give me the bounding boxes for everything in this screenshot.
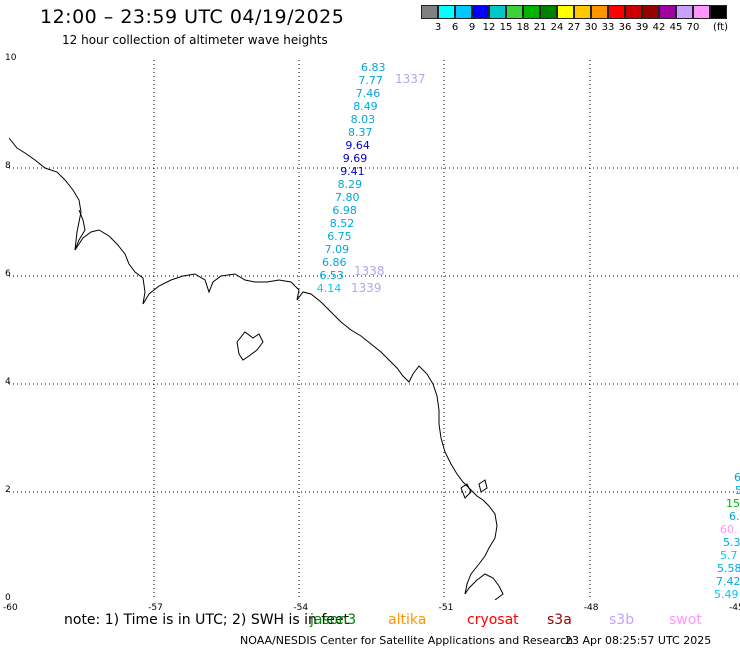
- map-gridlines: [9, 60, 740, 600]
- legend-tick-label: 3: [434, 22, 442, 33]
- footer-credit: NOAA/NESDIS Center for Satellite Applica…: [240, 634, 574, 647]
- coastline: [9, 137, 504, 600]
- legend-tick-label: 70: [686, 22, 700, 33]
- pass-number-label: 1338: [354, 264, 385, 278]
- legend-swatch: [642, 5, 659, 19]
- legend-tick-label: 27: [567, 22, 581, 33]
- swh-value-label: 8.37: [348, 126, 373, 139]
- legend-tick-label: 9: [468, 22, 476, 33]
- y-axis-tick-label: 2: [5, 485, 11, 495]
- x-axis-tick-label: -51: [438, 603, 454, 613]
- footer-note: note: 1) Time is in UTC; 2) SWH is in fe…: [64, 612, 350, 628]
- edge-swh-value-label: 5.49: [714, 588, 739, 601]
- legend-tick-label: 45: [669, 22, 683, 33]
- river-mouth: [74, 209, 86, 251]
- legend-swatch: [625, 5, 642, 19]
- legend-swatch: [438, 5, 455, 19]
- x-axis-tick-label: -60: [3, 603, 18, 613]
- swh-value-label: 9.69: [342, 152, 368, 165]
- legend-swatch: [608, 5, 625, 19]
- y-axis-tick-label: 10: [5, 53, 17, 63]
- satellite-key-cryosat: cryosat: [467, 612, 519, 628]
- legend-swatch: [455, 5, 472, 19]
- swh-value-label: 7.46: [355, 87, 381, 100]
- swh-value-label: 6.83: [361, 61, 386, 74]
- legend-swatch: [489, 5, 506, 19]
- legend-swatch: [693, 5, 710, 19]
- legend-swatch: [574, 5, 591, 19]
- legend-tick-label: 42: [652, 22, 666, 33]
- satellite-key-jason3: jason3: [310, 612, 357, 628]
- legend-tick-label: 39: [635, 22, 649, 33]
- satellite-key-s3a: s3a: [547, 612, 572, 628]
- edge-swh-value-label: 5: [735, 484, 740, 497]
- swh-value-label: 8.49: [353, 100, 378, 113]
- legend-swatch: [659, 5, 676, 19]
- edge-swh-value-label: 5.3: [723, 536, 740, 549]
- legend-swatch: [421, 5, 438, 19]
- swh-value-label: 8.29: [337, 178, 363, 191]
- swh-value-label: 8.03: [350, 113, 376, 126]
- legend-tick-label: 30: [584, 22, 598, 33]
- swh-value-label: 7.77: [358, 74, 383, 87]
- legend-tick-label: 24: [550, 22, 564, 33]
- edge-swh-value-label: 6.: [729, 510, 740, 523]
- legend-tick-label: 15: [499, 22, 513, 33]
- edge-swh-value-label: 5.7: [720, 549, 738, 562]
- x-axis-tick-label: -45: [729, 603, 740, 613]
- legend-tick-label: 18: [516, 22, 530, 33]
- x-axis-tick-label: -57: [148, 603, 163, 613]
- legend-unit: (ft): [713, 22, 729, 33]
- map-subtitle: 12 hour collection of altimeter wave hei…: [62, 33, 328, 47]
- legend-swatch: [591, 5, 608, 19]
- edge-swh-value-label: 7.42: [716, 575, 740, 588]
- x-axis-tick-label: -54: [293, 603, 309, 613]
- pass-number-label: 1337: [395, 72, 426, 86]
- swh-value-label: 6.98: [332, 204, 357, 217]
- y-axis-tick-label: 6: [5, 269, 11, 279]
- color-scale-legend: 3 6 9 12 15 18 21 24 27 30 33 36 39 42 45 70: [421, 5, 730, 33]
- satellite-key-altika: altika: [388, 612, 427, 628]
- legend-swatch: [557, 5, 574, 19]
- legend-swatch: [540, 5, 557, 19]
- x-axis-tick-label: -48: [583, 603, 599, 613]
- islands: [460, 479, 488, 499]
- legend-swatch: [523, 5, 540, 19]
- inland-lake: [236, 331, 264, 361]
- map-plot: [9, 60, 740, 600]
- map-title: 12:00 – 23:59 UTC 04/19/2025: [40, 6, 345, 28]
- edge-swh-value-label: 15: [726, 497, 740, 510]
- legend-tick-label: 33: [601, 22, 615, 33]
- swh-value-label: 6.86: [322, 256, 347, 269]
- satellite-key-swot: swot: [669, 612, 702, 628]
- swh-value-label: 9.64: [345, 139, 370, 152]
- legend-tick-label: 21: [533, 22, 547, 33]
- legend-tick-label: 12: [482, 22, 496, 33]
- y-axis-tick-label: 0: [5, 593, 11, 603]
- swh-value-label: 8.52: [329, 217, 355, 230]
- pass-number-label: 1339: [351, 281, 382, 295]
- swh-value-label: 4.14: [316, 282, 342, 295]
- legend-tick-label: 6: [451, 22, 459, 33]
- legend-tick-label: 36: [618, 22, 632, 33]
- swh-value-label: 7.09: [324, 243, 350, 256]
- y-axis-tick-label: 8: [5, 161, 11, 171]
- footer-timestamp: 23 Apr 08:25:57 UTC 2025: [565, 634, 712, 647]
- edge-swh-value-label: 60.: [720, 523, 738, 536]
- satellite-key-s3b: s3b: [609, 612, 635, 628]
- swh-value-label: 9.41: [340, 165, 365, 178]
- legend-swatch: [472, 5, 489, 19]
- edge-swh-value-label: 5.58: [717, 562, 740, 575]
- swh-value-label: 6.53: [319, 269, 344, 282]
- legend-swatch: [710, 5, 727, 19]
- legend-swatch: [506, 5, 523, 19]
- edge-swh-value-label: 6: [734, 471, 740, 484]
- y-axis-tick-label: 4: [5, 377, 11, 387]
- swh-value-label: 6.75: [327, 230, 352, 243]
- swh-value-label: 7.80: [335, 191, 360, 204]
- legend-swatch: [676, 5, 693, 19]
